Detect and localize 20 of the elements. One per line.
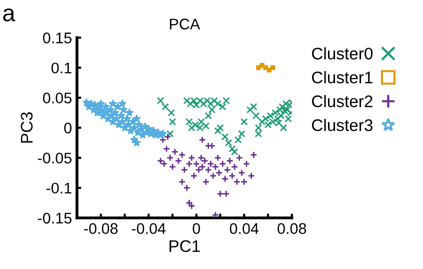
chart-title: PCA (170, 18, 200, 30)
legend-label: Cluster0 (312, 47, 373, 60)
y-tick-label: 0 (64, 122, 72, 134)
y-tick-label: -0.05 (38, 152, 72, 164)
legend-label: Cluster3 (312, 118, 372, 132)
text: a (3, 8, 16, 22)
x-tick-label: 0.08 (278, 223, 306, 234)
y-axis-title: PC3 (20, 112, 33, 143)
y-tick-label: 0.05 (42, 92, 72, 104)
y-tick-label: -0.15 (38, 212, 72, 224)
x-tick-label: -0.08 (84, 223, 118, 234)
y-tick-label: -0.1 (46, 182, 72, 194)
x-tick-label: 0 (192, 223, 200, 234)
legend-label: Cluster2 (312, 94, 372, 108)
x-axis-title: PC1 (170, 240, 200, 252)
y-tick-label: 0.1 (51, 62, 72, 74)
x-tick-label: 0.04 (230, 223, 259, 234)
legend-label: Cluster1 (312, 71, 372, 84)
y-tick-label: 0.15 (42, 32, 72, 44)
x-tick-label: -0.04 (132, 223, 166, 234)
